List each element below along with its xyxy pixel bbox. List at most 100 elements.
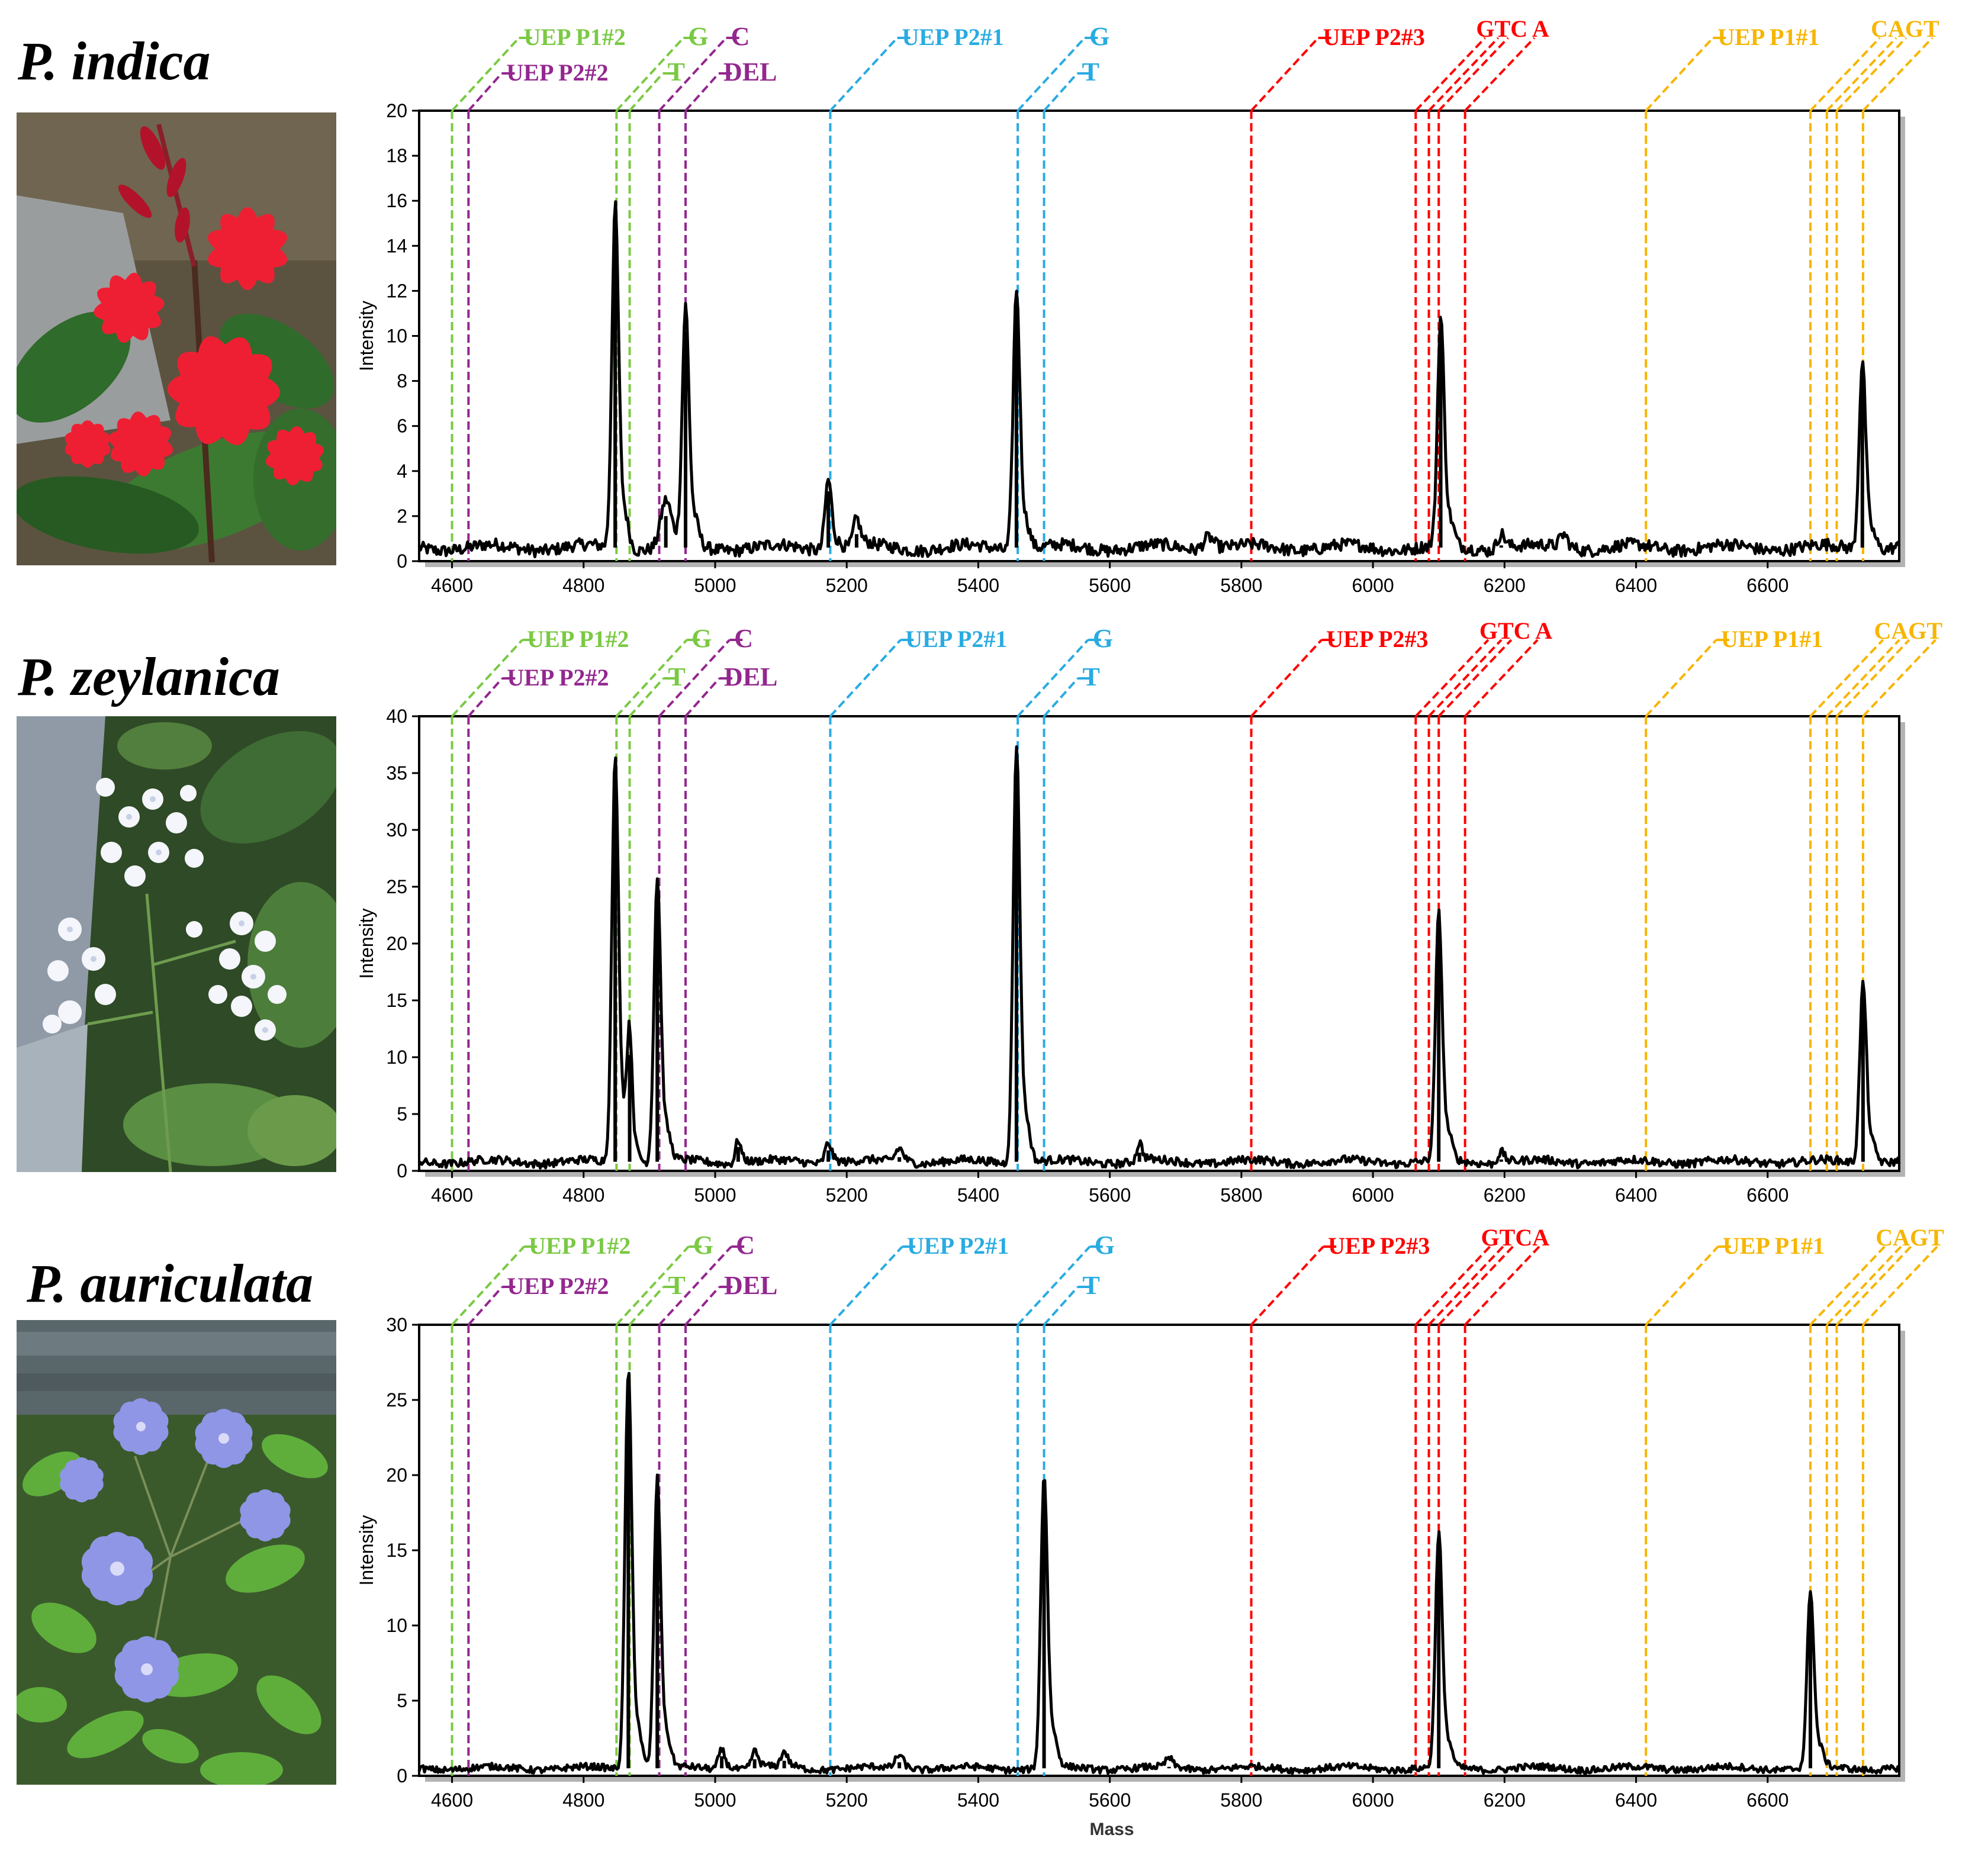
x-tick-label: 4600: [431, 1184, 473, 1206]
spectrum-trace: [417, 200, 1901, 559]
x-tick-label: 6200: [1484, 1184, 1526, 1206]
primer-label-uep_p2_1: UEP P2#1: [907, 1232, 1009, 1259]
y-tick-label: 2: [397, 506, 407, 527]
allele-label-c1: C: [734, 624, 753, 653]
leader-line: [451, 639, 523, 717]
allele-label-g2: G: [1095, 1231, 1115, 1260]
leader-line: [684, 72, 720, 112]
x-tick-label: 5200: [826, 575, 868, 596]
x-axis-label: Mass: [1089, 1820, 1134, 1839]
leader-line: [467, 1286, 503, 1326]
y-tick-label: 6: [397, 416, 407, 437]
x-tick-label: 5000: [694, 1789, 736, 1811]
y-tick-label: 35: [386, 762, 407, 784]
y-tick-label: 10: [386, 1047, 407, 1068]
allele-label-t1: T: [668, 1271, 686, 1300]
allele-label-t2: T: [1082, 57, 1099, 86]
leader-line: [1835, 1245, 1912, 1326]
x-tick-label: 4600: [431, 1789, 473, 1811]
y-tick-label: 30: [386, 819, 407, 841]
leader-line: [1862, 639, 1936, 717]
plot-frame: [418, 1324, 1900, 1777]
allele-label-g1: G: [691, 624, 712, 653]
leader-line: [829, 639, 902, 717]
leader-line: [1250, 37, 1320, 112]
leader-line: [1464, 639, 1539, 717]
leader-line: [629, 677, 665, 717]
leader-line: [629, 72, 664, 112]
leader-line: [1645, 37, 1714, 112]
spectrum-trace: [417, 1372, 1900, 1775]
leader-line: [1250, 639, 1323, 717]
leader-line: [1645, 1245, 1719, 1326]
leader-line: [1043, 1286, 1079, 1326]
y-tick-label: 8: [397, 371, 407, 392]
peak-marks: [613, 759, 1865, 1162]
y-tick-label: 20: [386, 1464, 407, 1486]
primer-label-uep_p1_2: UEP P1#2: [527, 626, 629, 652]
peak-marks: [626, 1383, 1812, 1769]
leader-line: [1043, 677, 1079, 717]
plot-frame: [418, 110, 1900, 562]
leader-line: [684, 677, 720, 717]
x-tick-label: 6400: [1615, 1184, 1657, 1206]
primer-label-uep_p2_1: UEP P2#1: [905, 626, 1007, 652]
leader-line: [829, 1245, 903, 1326]
x-tick-label: 5400: [957, 1184, 999, 1206]
y-tick-label: 5: [397, 1690, 407, 1711]
allele-label-g2: G: [1089, 22, 1109, 51]
allele-label-del1: DEL: [724, 1271, 777, 1300]
leader-line: [1835, 37, 1907, 112]
leader-line: [1414, 37, 1486, 112]
x-tick-label: 6600: [1746, 575, 1788, 596]
x-tick-label: 6000: [1352, 1789, 1394, 1811]
red-flower-photo-icon: [17, 112, 336, 565]
leader-line: [615, 639, 688, 717]
x-tick-label: 5800: [1220, 1184, 1262, 1206]
y-tick-label: 10: [386, 326, 407, 347]
leader-line: [629, 1286, 665, 1326]
y-tick-label: 4: [397, 461, 407, 482]
y-tick-label: 15: [386, 990, 407, 1011]
leader-line: [451, 37, 520, 112]
x-tick-label: 6600: [1746, 1789, 1788, 1811]
y-tick-label: 14: [386, 235, 407, 256]
x-tick-label: 4800: [562, 1184, 604, 1206]
x-tick-label: 5400: [957, 1789, 999, 1811]
leader-line: [467, 72, 503, 112]
leader-line: [1437, 1245, 1514, 1326]
allele-label-cagt: CAGT: [1874, 617, 1943, 644]
photo-indica: [17, 112, 336, 565]
leader-line: [829, 37, 898, 112]
allele-label-t1: T: [668, 57, 685, 86]
leader-line: [1809, 1245, 1886, 1326]
x-tick-label: 5600: [1089, 1789, 1131, 1811]
leader-line: [1826, 37, 1897, 112]
x-tick-label: 5800: [1220, 1789, 1262, 1811]
x-tick-label: 6400: [1615, 1789, 1657, 1811]
spectrum-trace: [417, 745, 1901, 1170]
leader-line: [1043, 72, 1079, 112]
y-tick-label: 0: [397, 1160, 407, 1182]
leader-line: [1250, 1245, 1324, 1326]
leader-line: [1016, 1245, 1091, 1326]
x-tick-label: 5600: [1089, 1184, 1131, 1206]
leader-line: [1016, 37, 1086, 112]
x-tick-label: 5400: [957, 575, 999, 596]
leader-line: [1437, 639, 1513, 717]
y-tick-label: 20: [386, 100, 407, 121]
photo-zeylanica: [17, 716, 336, 1172]
x-tick-label: 5000: [694, 575, 736, 596]
primer-label-uep_p2_2: UEP P2#2: [507, 1273, 609, 1299]
y-tick-label: 18: [386, 145, 407, 166]
y-tick-label: 25: [386, 1389, 407, 1411]
leader-line: [1826, 1245, 1902, 1326]
y-tick-label: 16: [386, 190, 407, 211]
leader-line: [1464, 1245, 1540, 1326]
primer-label-uep_p1_1: UEP P1#1: [1723, 1232, 1825, 1259]
allele-label-gtca: GTCA: [1481, 1224, 1550, 1251]
leader-line: [1862, 1245, 1938, 1326]
